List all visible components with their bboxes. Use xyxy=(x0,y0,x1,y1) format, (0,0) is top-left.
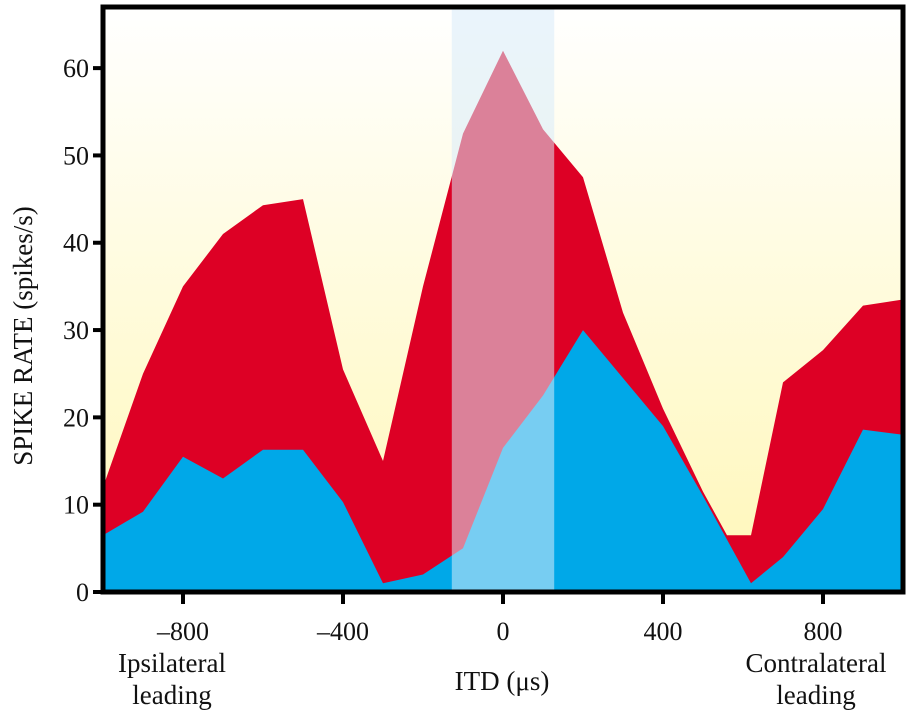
annotation-left-line1: Ipsilateral xyxy=(118,648,226,678)
y-axis-title: SPIKE RATE (spikes/s) xyxy=(8,206,38,466)
annotation-left-line2: leading xyxy=(132,680,211,710)
x-tick-label: 0 xyxy=(497,617,510,646)
y-tick-label: 30 xyxy=(63,316,89,345)
y-tick-label: 10 xyxy=(63,491,89,520)
annotation-right-line1: Contralateral xyxy=(746,648,887,678)
x-tick-label: –800 xyxy=(156,617,209,646)
y-tick-label: 60 xyxy=(63,54,89,83)
x-axis-title: ITD (μs) xyxy=(455,666,550,696)
y-tick-label: 20 xyxy=(63,403,89,432)
y-tick-label: 40 xyxy=(63,229,89,258)
y-tick-label: 50 xyxy=(63,141,89,170)
x-tick-label: 400 xyxy=(644,617,683,646)
plot-area xyxy=(103,7,903,592)
y-axis: 0 10 20 30 40 50 60 xyxy=(63,54,103,607)
plot-frame xyxy=(100,4,906,595)
x-tick-label: 800 xyxy=(804,617,843,646)
x-tick-label: –400 xyxy=(316,617,369,646)
annotation-right-line2: leading xyxy=(776,680,855,710)
x-axis: –800 –400 0 400 800 xyxy=(156,592,843,646)
y-tick-label: 0 xyxy=(76,578,89,607)
highlight-band xyxy=(451,7,555,592)
